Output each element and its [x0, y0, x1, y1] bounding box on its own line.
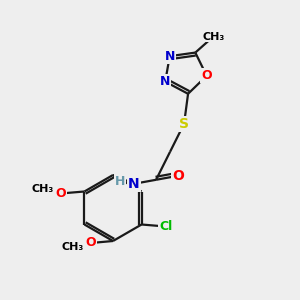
Text: S: S: [179, 117, 189, 131]
Text: O: O: [86, 236, 96, 250]
Text: O: O: [172, 169, 184, 183]
Text: H: H: [115, 175, 125, 188]
Text: Cl: Cl: [159, 220, 172, 233]
Text: N: N: [160, 75, 170, 88]
Text: CH₃: CH₃: [31, 184, 53, 194]
Text: O: O: [201, 69, 212, 82]
Text: CH₃: CH₃: [62, 242, 84, 252]
Text: O: O: [55, 187, 66, 200]
Text: CH₃: CH₃: [202, 32, 224, 42]
Text: N: N: [128, 177, 140, 191]
Text: N: N: [164, 50, 175, 63]
